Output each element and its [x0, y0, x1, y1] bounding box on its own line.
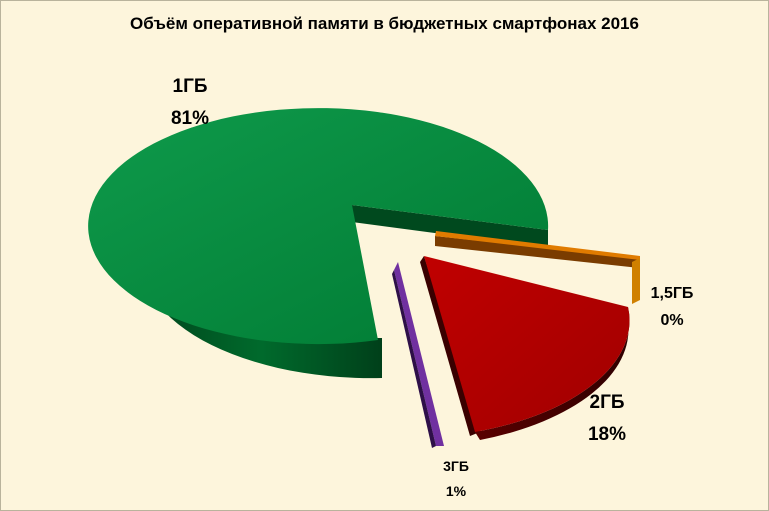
label-3gb-percent: 1%	[446, 483, 467, 499]
label-2gb-percent: 18%	[588, 424, 626, 445]
slice-1gb-inner-wall	[352, 205, 548, 248]
slice-1-5gb-top	[435, 231, 640, 260]
slice-2gb	[424, 256, 630, 432]
label-1gb-percent: 81%	[171, 108, 209, 129]
slice-1-5gb-edge	[632, 258, 640, 304]
slice-3gb-side	[392, 270, 436, 448]
label-1-5gb-name: 1,5ГБ	[651, 285, 694, 302]
label-3gb-name: 3ГБ	[443, 458, 469, 474]
slice-2gb-side	[475, 307, 630, 440]
slice-1gb	[88, 108, 549, 345]
label-1-5gb-percent: 0%	[660, 312, 683, 329]
slice-3gb	[394, 262, 444, 446]
slice-1-5gb	[435, 236, 640, 268]
label-1gb-name: 1ГБ	[173, 76, 208, 97]
chart-title: Объём оперативной памяти в бюджетных сма…	[130, 14, 639, 33]
label-2gb-name: 2ГБ	[590, 392, 625, 413]
